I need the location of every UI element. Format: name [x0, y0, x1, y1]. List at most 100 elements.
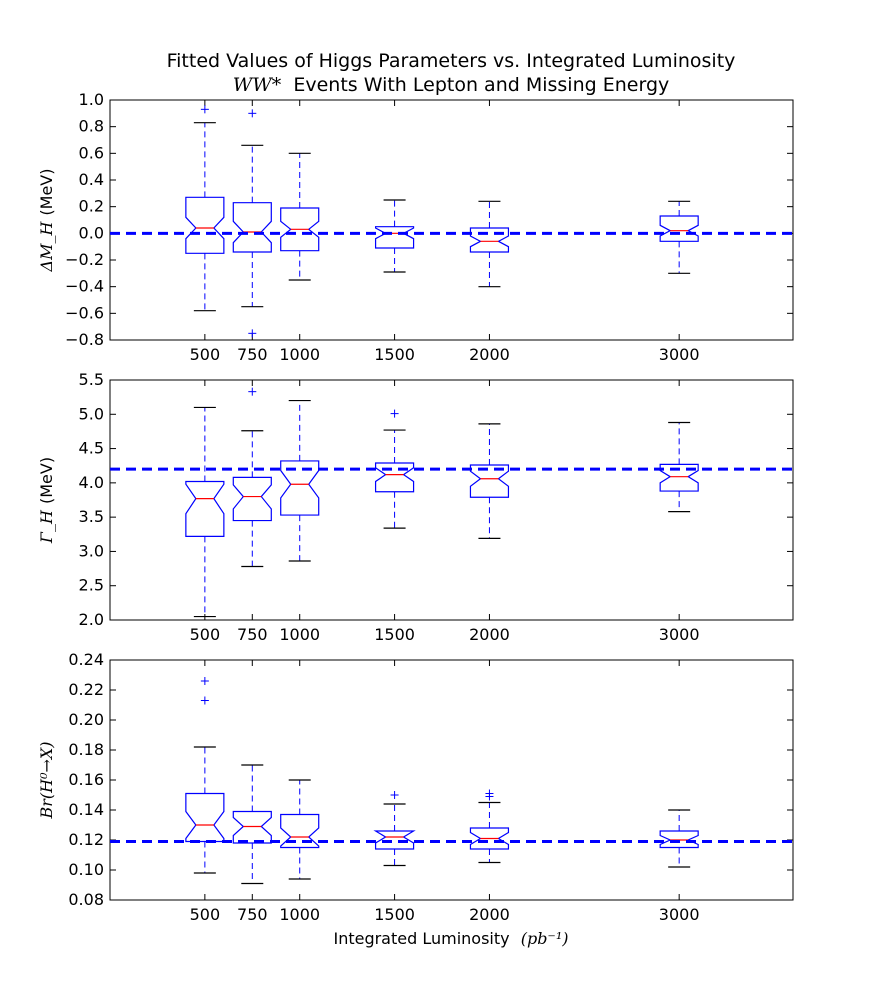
box-3000 [659, 421, 699, 513]
box-1500 [373, 791, 416, 867]
y-axis-label-math: Γ_H [37, 509, 56, 544]
y-tick-label: 0.20 [68, 710, 104, 729]
y-tick-label: 0.12 [68, 830, 104, 849]
y-tick-label: 4.5 [79, 439, 104, 458]
outlier-point [248, 387, 257, 396]
box-body [185, 196, 225, 254]
y-tick-label: 0.16 [68, 770, 104, 789]
box-body [469, 827, 510, 850]
x-tick-label: 3000 [659, 905, 700, 924]
box-body [374, 462, 415, 493]
y-tick-label: 0.22 [68, 680, 104, 699]
y-tick-label: 0.0 [79, 223, 104, 242]
box-500 [185, 406, 225, 618]
y-axis-label: ΔM_H (MeV) [37, 169, 56, 273]
y-tick-label: 0.2 [79, 197, 104, 216]
box-750 [232, 764, 272, 885]
y-tick-label: 2.0 [79, 610, 104, 629]
box-2000 [469, 200, 510, 288]
box-750 [232, 387, 272, 568]
x-tick-label: 750 [237, 905, 268, 924]
panels-group: −0.8 −0.6 −0.4 −0.2 0.0 0.2 0.4 0.6 0.8 1.0 500 750… [37, 90, 794, 924]
chart-title-text: Events With Lepton and Missing Energy [293, 74, 669, 96]
box-body [185, 792, 225, 843]
box-body [232, 810, 272, 844]
box-3000 [659, 200, 699, 274]
x-tick-label: 2000 [469, 625, 510, 644]
box-body [659, 830, 699, 849]
y-tick-label: 5.0 [79, 404, 104, 423]
y-axis-label-unit: (MeV) [37, 457, 56, 504]
panel-2: 2.0 2.5 3.0 3.5 4.0 4.5 5.0 5.5 500 750 1000 1500 20… [37, 370, 794, 644]
x-tick-label: 500 [190, 905, 221, 924]
y-tick-label: 3.0 [79, 541, 104, 560]
box-500 [185, 105, 225, 312]
y-tick-label: 0.8 [79, 117, 104, 136]
chart-title-math: WW* [233, 74, 282, 96]
outlier-point [248, 329, 257, 338]
box-500 [185, 677, 225, 874]
y-tick-label: −0.8 [65, 330, 104, 349]
box-2000 [469, 789, 510, 864]
y-tick-label: −0.6 [65, 303, 104, 322]
x-tick-label: 750 [237, 345, 268, 364]
y-axis-label: Br(H⁰→X) [37, 741, 56, 819]
x-tick-label: 1500 [374, 625, 415, 644]
y-axis-label-math: Br(H⁰→X) [37, 741, 56, 819]
y-tick-label: −0.2 [65, 250, 104, 269]
box-body [232, 202, 272, 253]
outlier-point [200, 696, 209, 705]
x-axis-label-math: (pb⁻¹) [521, 929, 569, 948]
y-tick-label: −0.4 [65, 277, 104, 296]
x-tick-label: 2000 [469, 905, 510, 924]
outlier-point [390, 791, 399, 799]
plot-frame [109, 659, 794, 901]
x-tick-label: 500 [190, 345, 221, 364]
y-tick-label: 0.18 [68, 740, 104, 759]
box-body [374, 226, 415, 249]
x-tick-label: 1500 [374, 345, 415, 364]
outlier-point [485, 789, 494, 798]
y-axis-label: Γ_H (MeV) [37, 457, 56, 544]
x-tick-label: 750 [237, 625, 268, 644]
chart-title-line1: Fitted Values of Higgs Parameters vs. In… [167, 50, 736, 72]
box-1500 [374, 199, 415, 273]
box-body [469, 464, 510, 498]
outlier-point [200, 677, 209, 685]
outlier-point [200, 105, 209, 114]
x-tick-label: 3000 [659, 345, 700, 364]
outlier-point [390, 409, 399, 418]
box-1500 [374, 409, 415, 529]
y-tick-label: 0.10 [68, 860, 104, 879]
x-tick-label: 1000 [279, 345, 320, 364]
y-tick-label: 5.5 [79, 370, 104, 389]
y-tick-label: 3.5 [79, 507, 104, 526]
box-body [280, 460, 320, 516]
x-tick-label: 2000 [469, 345, 510, 364]
y-tick-label: 0.14 [68, 800, 104, 819]
panel-1: −0.8 −0.6 −0.4 −0.2 0.0 0.2 0.4 0.6 0.8 1.0 500 750… [37, 90, 794, 364]
box-1000 [280, 152, 320, 281]
x-tick-label: 500 [190, 625, 221, 644]
box-body [185, 480, 225, 537]
y-tick-label: 0.6 [79, 143, 104, 162]
box-body [373, 830, 416, 850]
y-tick-label: 0.4 [79, 170, 104, 189]
x-axis-label-text: Integrated Luminosity [333, 929, 509, 948]
box-3000 [659, 809, 699, 868]
box-body [469, 227, 510, 253]
x-tick-label: 1500 [374, 905, 415, 924]
chart-title-line2: WW* Events With Lepton and Missing Energ… [233, 74, 670, 96]
outlier-point [248, 109, 257, 118]
x-tick-label: 1000 [279, 905, 320, 924]
x-tick-label: 1000 [279, 625, 320, 644]
x-tick-label: 3000 [659, 625, 700, 644]
box-2000 [469, 423, 510, 540]
y-tick-label: 0.08 [68, 890, 104, 909]
box-1000 [280, 399, 320, 562]
y-tick-label: 2.5 [79, 576, 104, 595]
panel-3: 0.08 0.10 0.12 0.14 0.16 0.18 0.20 0.22 0.24 500 7… [37, 650, 794, 924]
plot-frame [109, 379, 794, 621]
y-axis-label-math: ΔM_H [37, 221, 56, 273]
